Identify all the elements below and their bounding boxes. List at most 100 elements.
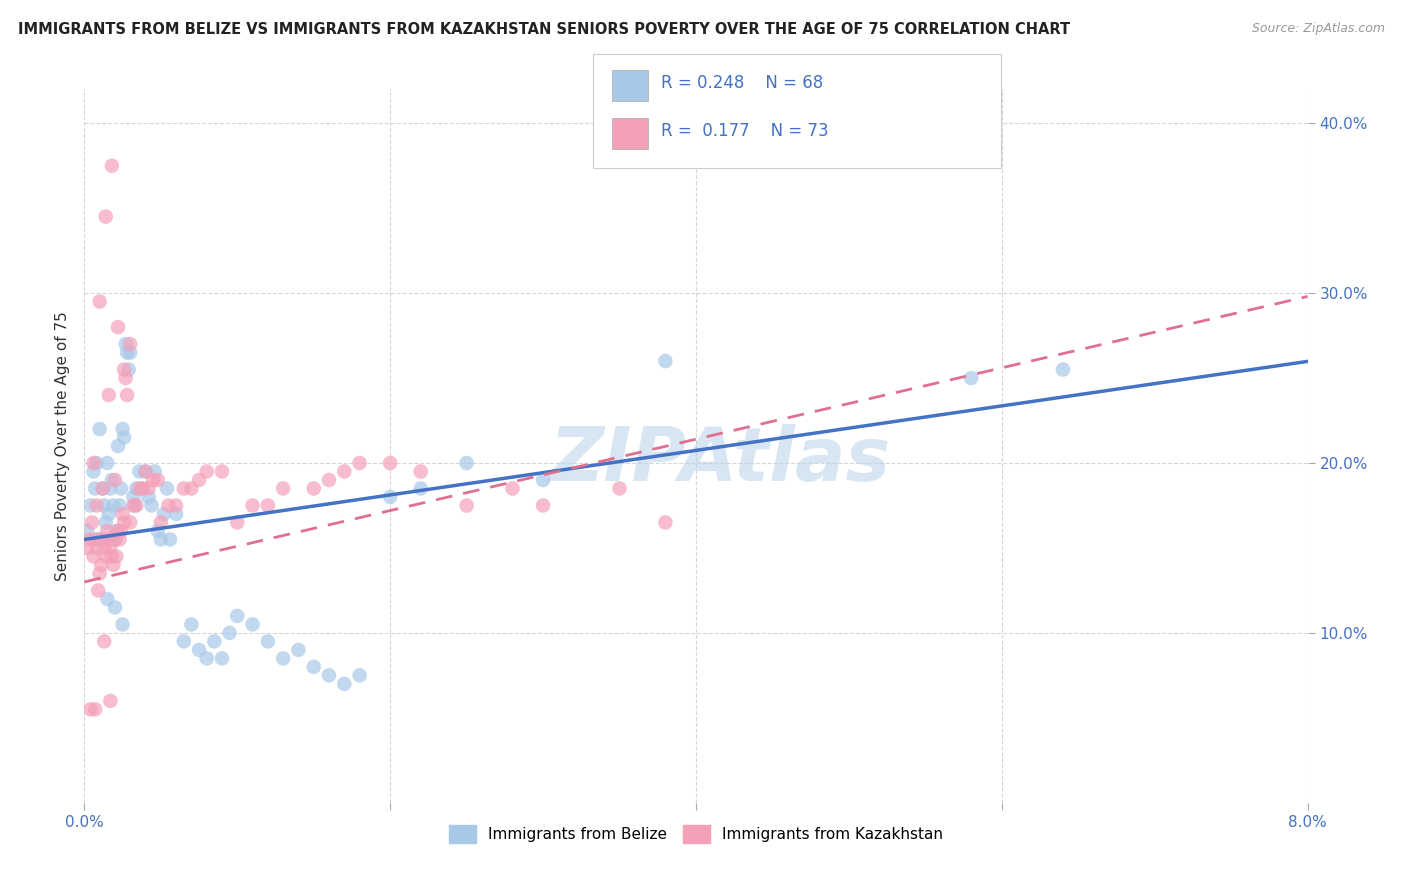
Point (257, 634, 280, 648)
Legend: Immigrants from Belize, Immigrants from Kazakhstan: Immigrants from Belize, Immigrants from … (443, 819, 949, 848)
Point (104, 533, 127, 547)
Text: IMMIGRANTS FROM BELIZE VS IMMIGRANTS FROM KAZAKHSTAN SENIORS POVERTY OVER THE AG: IMMIGRANTS FROM BELIZE VS IMMIGRANTS FRO… (18, 22, 1070, 37)
Point (84, 533, 107, 547)
Point (124, 499, 146, 513)
Point (76, 541, 98, 555)
Point (112, 362, 135, 376)
Point (86, 541, 108, 555)
Point (226, 516, 249, 530)
Point (135, 465, 157, 479)
Point (98, 541, 121, 555)
Point (609, 482, 631, 496)
Point (115, 345, 138, 359)
Point (188, 643, 211, 657)
Point (960, 371, 983, 385)
Point (165, 499, 187, 513)
Point (180, 617, 202, 632)
Point (107, 320, 129, 334)
Point (93, 541, 115, 555)
Point (146, 524, 169, 538)
Point (94, 210, 117, 224)
Text: ZIPAtlas: ZIPAtlas (550, 424, 891, 497)
Point (89, 422, 111, 436)
Point (159, 533, 181, 547)
Point (96, 524, 118, 538)
Point (128, 482, 150, 496)
Point (173, 482, 195, 496)
Point (83, 465, 105, 479)
Point (110, 524, 132, 538)
Point (93, 499, 115, 513)
Point (333, 465, 356, 479)
Point (138, 490, 160, 504)
Point (84, 702, 107, 716)
Point (98, 694, 121, 708)
Point (97, 507, 120, 521)
Point (333, 677, 356, 691)
Point (349, 668, 371, 682)
Point (80, 516, 103, 530)
Point (96, 591, 118, 606)
Point (110, 482, 132, 496)
Point (111, 617, 134, 632)
Point (103, 558, 125, 572)
Point (105, 524, 128, 538)
Point (125, 482, 148, 496)
Point (142, 473, 165, 487)
Point (115, 388, 138, 402)
Point (90, 558, 112, 572)
Point (122, 499, 145, 513)
Point (173, 634, 195, 648)
Point (91, 482, 114, 496)
Point (97, 388, 120, 402)
Point (104, 533, 127, 547)
Point (111, 422, 134, 436)
Point (101, 159, 124, 173)
Point (135, 465, 157, 479)
Point (120, 345, 142, 359)
Point (211, 651, 233, 665)
Point (107, 524, 129, 538)
Point (96, 456, 118, 470)
Point (94, 549, 117, 564)
Point (89, 533, 111, 547)
Text: R =  0.177    N = 73: R = 0.177 N = 73 (661, 122, 828, 140)
Point (131, 482, 153, 496)
Point (271, 482, 294, 496)
Point (94, 516, 117, 530)
Point (107, 439, 129, 453)
Point (89, 566, 111, 581)
Point (97, 533, 120, 547)
Point (128, 465, 150, 479)
Point (125, 499, 148, 513)
Point (104, 473, 127, 487)
Point (141, 499, 163, 513)
Point (195, 651, 218, 665)
Text: Source: ZipAtlas.com: Source: ZipAtlas.com (1251, 22, 1385, 36)
Point (120, 337, 142, 351)
Point (83, 549, 105, 564)
Point (302, 660, 325, 674)
Point (202, 634, 225, 648)
Point (257, 499, 280, 513)
Point (380, 490, 402, 504)
Point (103, 499, 125, 513)
Point (118, 362, 141, 376)
Point (101, 473, 124, 487)
Point (242, 617, 264, 632)
Point (87, 583, 110, 598)
Point (89, 533, 111, 547)
Point (195, 465, 218, 479)
Point (77, 533, 100, 547)
Point (380, 456, 402, 470)
Point (98, 482, 121, 496)
Point (86, 456, 108, 470)
Point (91, 482, 114, 496)
Point (86, 499, 108, 513)
Point (111, 507, 134, 521)
Point (131, 482, 153, 496)
Point (101, 549, 124, 564)
Point (104, 600, 127, 615)
Point (108, 499, 131, 513)
Point (218, 626, 240, 640)
